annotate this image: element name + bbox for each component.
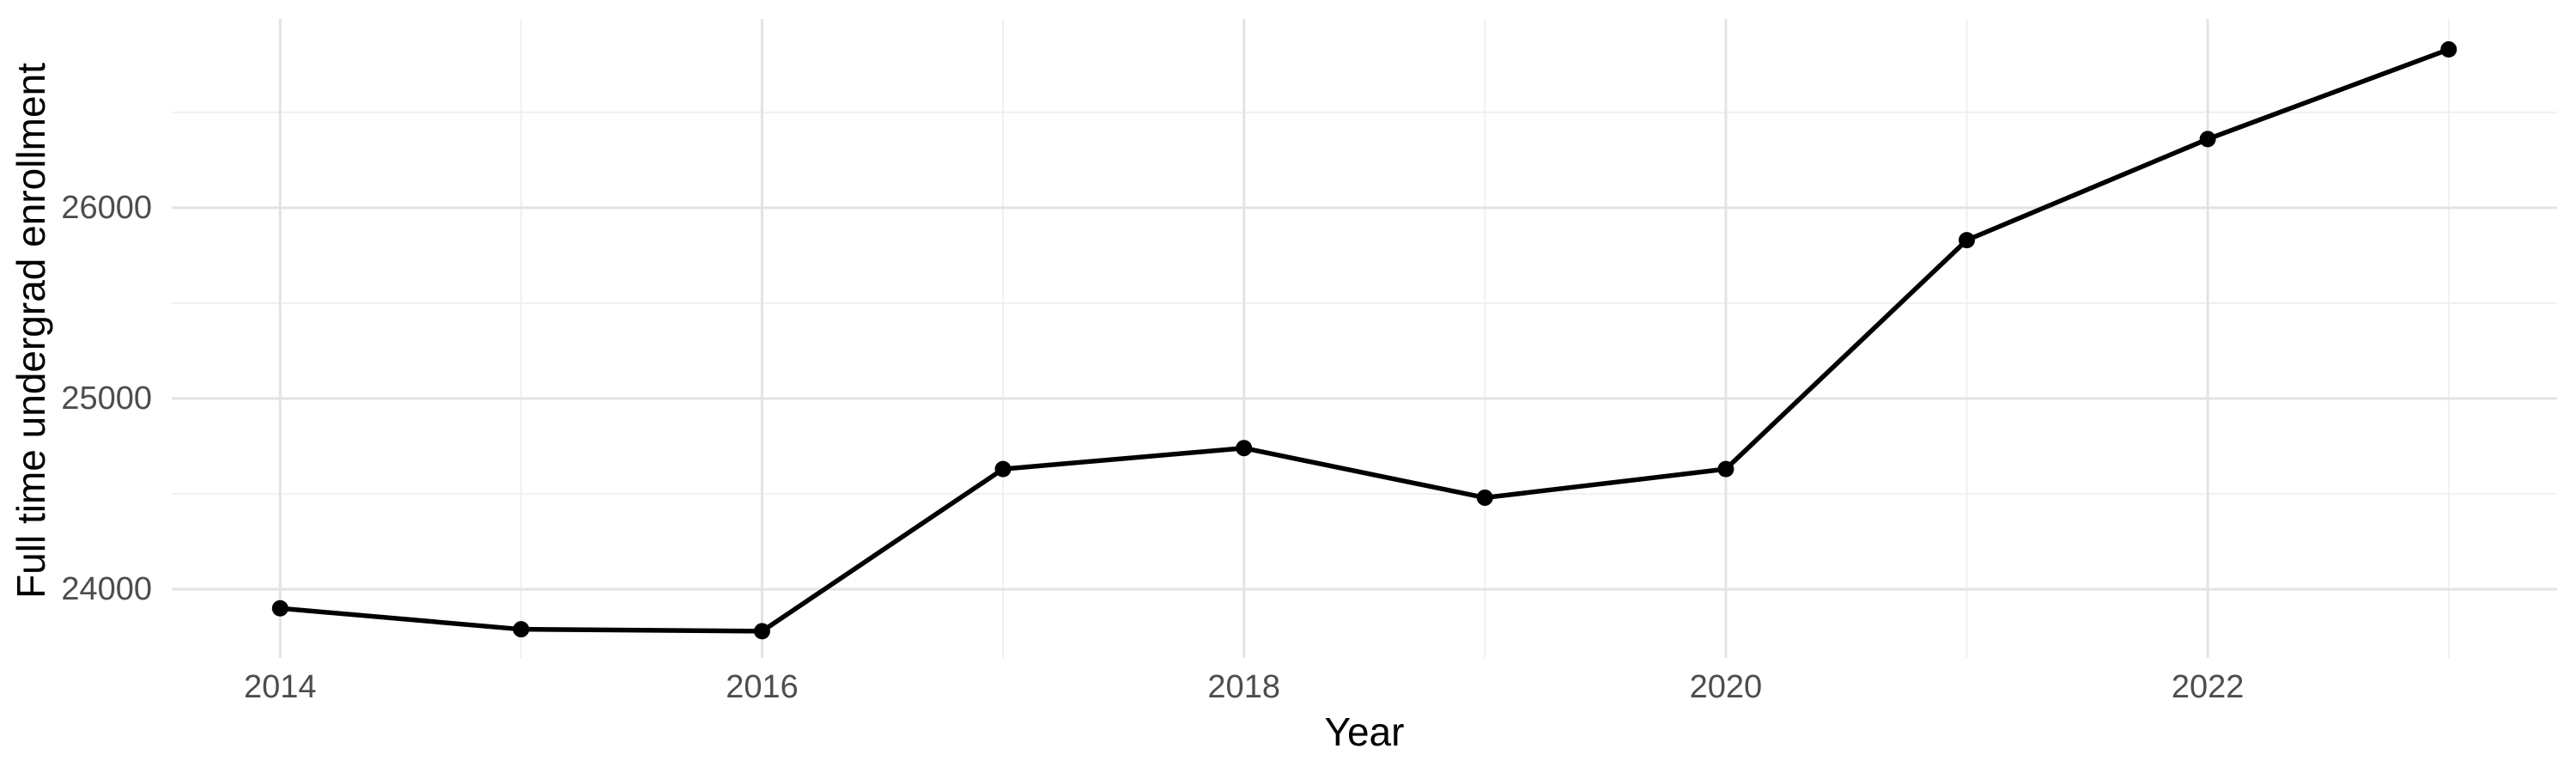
- data-point-2020: [1717, 460, 1735, 478]
- enrollment-series-points: [271, 41, 2458, 640]
- y-tick-label-26000: 26000: [61, 190, 152, 226]
- gridlines-major: [172, 19, 2557, 658]
- data-point-2023: [2440, 41, 2458, 58]
- x-tick-label-2022: 2022: [2172, 669, 2245, 705]
- gridlines-minor: [172, 19, 2557, 658]
- data-point-2022: [2199, 131, 2216, 148]
- data-point-2016: [753, 623, 770, 640]
- x-tick-label-2014: 2014: [244, 669, 317, 705]
- y-tick-label-24000: 24000: [61, 571, 152, 607]
- x-axis-tick-labels: 2014 2016 2018 2020 2022: [244, 669, 2244, 705]
- data-point-2015: [513, 621, 530, 638]
- data-point-2021: [1959, 232, 1976, 249]
- y-axis-title: Full time undergrad enrollment: [9, 63, 53, 599]
- x-tick-label-2020: 2020: [1690, 669, 1763, 705]
- y-axis-tick-labels: 24000 25000 26000: [61, 190, 152, 607]
- x-tick-label-2016: 2016: [726, 669, 799, 705]
- x-tick-label-2018: 2018: [1207, 669, 1280, 705]
- data-point-2019: [1476, 489, 1493, 506]
- y-tick-label-25000: 25000: [61, 380, 152, 417]
- data-point-2014: [271, 600, 289, 617]
- x-axis-title: Year: [1325, 709, 1405, 754]
- data-point-2017: [994, 460, 1012, 478]
- enrollment-series-line: [280, 46, 2450, 634]
- data-point-2018: [1236, 440, 1253, 457]
